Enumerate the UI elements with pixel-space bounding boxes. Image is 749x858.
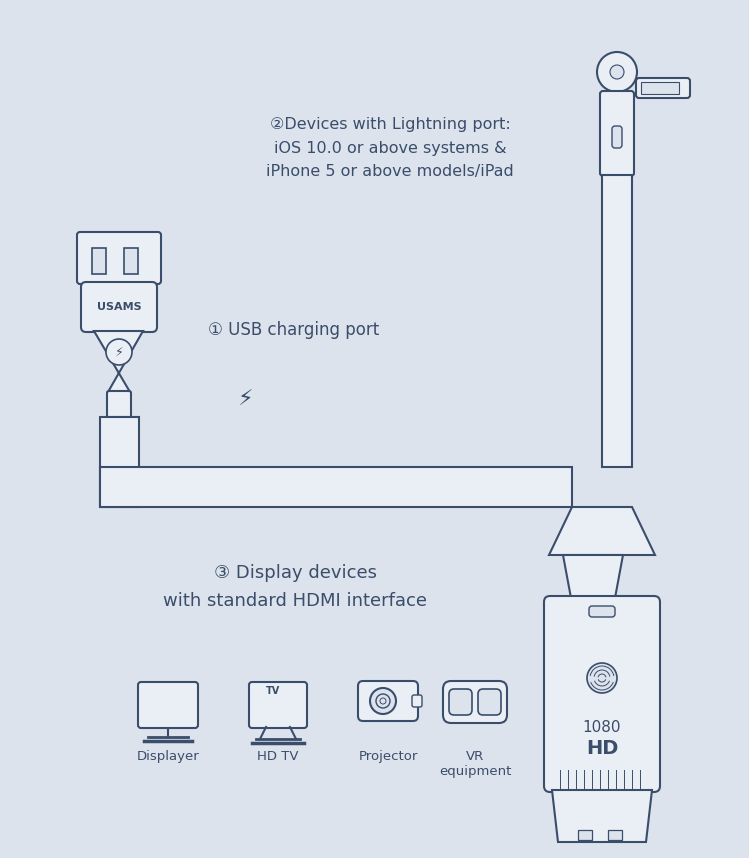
Circle shape [106, 339, 132, 365]
Circle shape [370, 688, 396, 714]
Polygon shape [552, 790, 652, 842]
Text: ① USB charging port: ① USB charging port [208, 321, 379, 339]
Text: USAMS: USAMS [97, 302, 142, 312]
FancyBboxPatch shape [249, 682, 307, 728]
Bar [578, 830, 592, 840]
Polygon shape [109, 477, 565, 497]
Bar [124, 248, 138, 274]
Circle shape [610, 65, 624, 79]
Text: HD: HD [586, 739, 618, 758]
Text: HD TV: HD TV [257, 750, 299, 763]
Text: TV: TV [266, 686, 280, 696]
Text: ⚡: ⚡ [237, 390, 253, 410]
FancyBboxPatch shape [612, 126, 622, 148]
FancyBboxPatch shape [544, 596, 660, 792]
FancyBboxPatch shape [443, 681, 507, 723]
Circle shape [597, 52, 637, 92]
Circle shape [587, 663, 617, 693]
Polygon shape [100, 467, 572, 507]
FancyBboxPatch shape [478, 689, 501, 715]
Polygon shape [473, 690, 477, 714]
Text: ③ Display devices
with standard HDMI interface: ③ Display devices with standard HDMI int… [163, 564, 427, 610]
Polygon shape [109, 417, 130, 497]
FancyBboxPatch shape [107, 391, 131, 418]
Circle shape [376, 694, 390, 708]
Bar [608, 830, 622, 840]
Bar [92, 248, 106, 274]
FancyBboxPatch shape [636, 78, 690, 98]
FancyBboxPatch shape [81, 282, 157, 332]
Polygon shape [549, 507, 655, 555]
Text: ⚡: ⚡ [115, 346, 124, 359]
Polygon shape [100, 417, 139, 507]
Text: Displayer: Displayer [136, 750, 199, 763]
FancyBboxPatch shape [589, 606, 615, 617]
FancyBboxPatch shape [138, 682, 198, 728]
Polygon shape [94, 331, 143, 392]
FancyBboxPatch shape [449, 689, 472, 715]
Text: ②Devices with Lightning port:
iOS 10.0 or above systems &
iPhone 5 or above mode: ②Devices with Lightning port: iOS 10.0 o… [266, 117, 514, 179]
Text: 1080: 1080 [583, 721, 621, 735]
FancyBboxPatch shape [77, 232, 161, 284]
Bar [641, 82, 679, 94]
FancyBboxPatch shape [358, 681, 418, 721]
FancyBboxPatch shape [412, 695, 422, 707]
FancyBboxPatch shape [600, 91, 634, 176]
Text: VR
equipment: VR equipment [439, 750, 511, 778]
Polygon shape [602, 175, 632, 467]
Circle shape [380, 698, 386, 704]
Polygon shape [563, 555, 623, 598]
Text: Projector: Projector [358, 750, 418, 763]
